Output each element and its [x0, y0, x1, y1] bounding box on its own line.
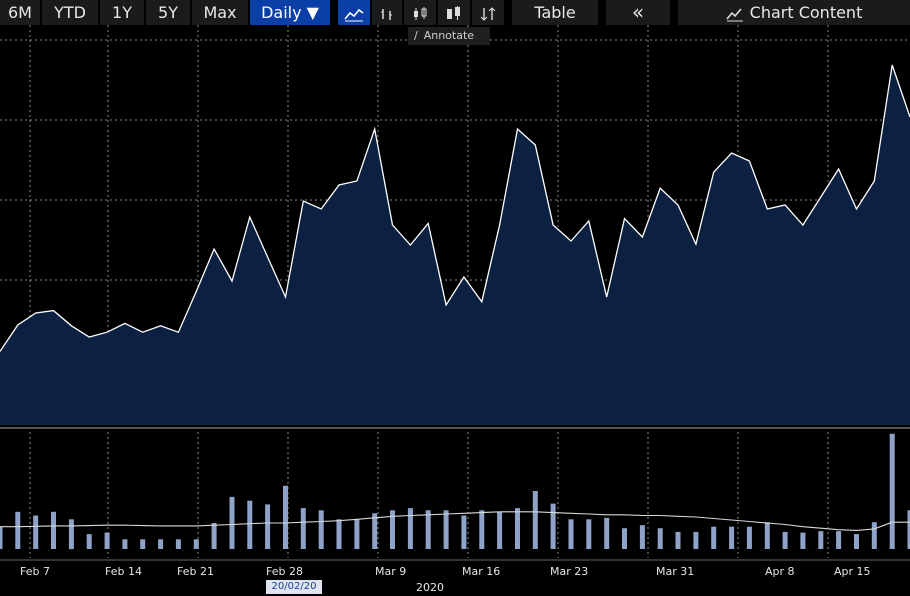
volume-bar	[871, 522, 877, 549]
volume-bar	[229, 496, 235, 549]
volume-bar	[86, 534, 92, 549]
volume-average-polyline	[0, 511, 910, 531]
price-area-fill	[0, 65, 910, 425]
volume-bar	[158, 539, 164, 549]
volume-average-line	[0, 511, 910, 531]
x-tick-label: Feb 14	[105, 565, 142, 578]
volume-bar	[318, 510, 324, 549]
range-ytd-button[interactable]: YTD	[42, 0, 98, 25]
toolbar: 6M YTD 1Y 5Y Max Daily ▼ Table « Chart C…	[0, 0, 910, 25]
volume-bar	[854, 534, 859, 549]
table-button[interactable]: Table	[512, 0, 598, 25]
volume-bar	[175, 539, 181, 549]
volume-bar	[0, 526, 3, 549]
volume-bar	[497, 511, 503, 549]
sort-icon	[480, 6, 496, 21]
volume-bar	[515, 508, 520, 549]
ohlc-button[interactable]	[438, 0, 470, 25]
bar-chart-icon	[381, 8, 392, 20]
volume-bar	[800, 532, 806, 549]
volume-bar	[372, 513, 378, 549]
range-6m-button[interactable]: 6M	[0, 0, 40, 25]
volume-bar	[211, 523, 217, 549]
volume-bar	[354, 519, 360, 550]
x-tick-label: Feb 21	[177, 565, 214, 578]
volume-bar	[604, 517, 610, 549]
volume-bar	[33, 515, 39, 549]
annotate-button[interactable]: ∕ Annotate	[408, 27, 490, 45]
volume-bar	[443, 510, 449, 549]
volume-bar	[390, 510, 395, 549]
volume-bar	[782, 531, 788, 549]
range-max-button[interactable]: Max	[192, 0, 248, 25]
volume-bar	[711, 526, 717, 549]
volume-bar	[818, 531, 824, 549]
volume-bar	[193, 539, 199, 549]
volume-bar	[283, 485, 288, 549]
price-area[interactable]	[0, 64, 910, 425]
frequency-dropdown[interactable]: Daily ▼	[250, 0, 330, 25]
volume-bar	[550, 503, 556, 549]
volume-bar	[764, 522, 770, 549]
volume-bar	[407, 508, 413, 549]
year-label: 2020	[416, 581, 444, 594]
candlestick-icon	[414, 6, 427, 20]
price-line	[0, 64, 910, 352]
annotate-label: Annotate	[423, 29, 475, 42]
volume-bar	[104, 532, 110, 549]
volume-bars	[0, 433, 910, 550]
x-tick-label: Apr 15	[834, 565, 871, 578]
chart-grid	[0, 25, 910, 558]
selected-date-badge: 20/02/20	[266, 580, 322, 594]
volume-bar	[889, 433, 895, 549]
ohlc-icon	[447, 5, 460, 20]
volume-bar	[51, 511, 56, 549]
volume-bar	[532, 491, 538, 549]
bar-chart-button[interactable]	[372, 0, 402, 25]
chart-content-button[interactable]: Chart Content	[678, 0, 910, 25]
volume-bar	[746, 526, 752, 549]
volume-bar	[693, 531, 699, 549]
x-tick-label: Apr 8	[765, 565, 795, 578]
chart-content-icon	[726, 7, 743, 21]
volume-bar	[586, 519, 592, 550]
pencil-icon: ∕	[414, 29, 418, 42]
chart-content-label: Chart Content	[749, 3, 863, 22]
x-tick-label: Mar 16	[462, 565, 501, 578]
x-tick-label: Mar 9	[375, 565, 407, 578]
volume-bar	[461, 515, 467, 549]
volume-bar	[15, 511, 21, 549]
volume-bar	[140, 539, 146, 549]
x-tick-label: Mar 23	[550, 565, 589, 578]
volume-bar	[836, 531, 842, 549]
x-tick-label: Feb 28	[266, 565, 303, 578]
volume-bar	[122, 539, 128, 549]
volume-bar	[675, 531, 681, 549]
collapse-button[interactable]: «	[606, 0, 670, 25]
range-1y-button[interactable]: 1Y	[100, 0, 144, 25]
volume-bar	[300, 508, 306, 549]
volume-bar	[336, 519, 342, 550]
volume-bar	[479, 510, 485, 549]
line-chart-icon	[344, 8, 364, 21]
x-tick-label: Mar 31	[656, 565, 695, 578]
line-chart-button[interactable]	[338, 0, 370, 25]
volume-bar	[657, 528, 663, 549]
x-tick-label: Feb 7	[20, 565, 50, 578]
volume-bar	[729, 526, 735, 549]
volume-bar	[68, 519, 74, 550]
volume-bar	[568, 519, 574, 550]
range-5y-button[interactable]: 5Y	[146, 0, 190, 25]
volume-bar	[639, 525, 645, 549]
volume-bar	[907, 510, 910, 549]
candlestick-button[interactable]	[404, 0, 436, 25]
volume-bar	[247, 500, 253, 549]
volume-bar	[622, 528, 627, 549]
volume-bar	[265, 504, 271, 549]
volume-bar	[425, 510, 431, 549]
sort-button[interactable]	[472, 0, 504, 25]
